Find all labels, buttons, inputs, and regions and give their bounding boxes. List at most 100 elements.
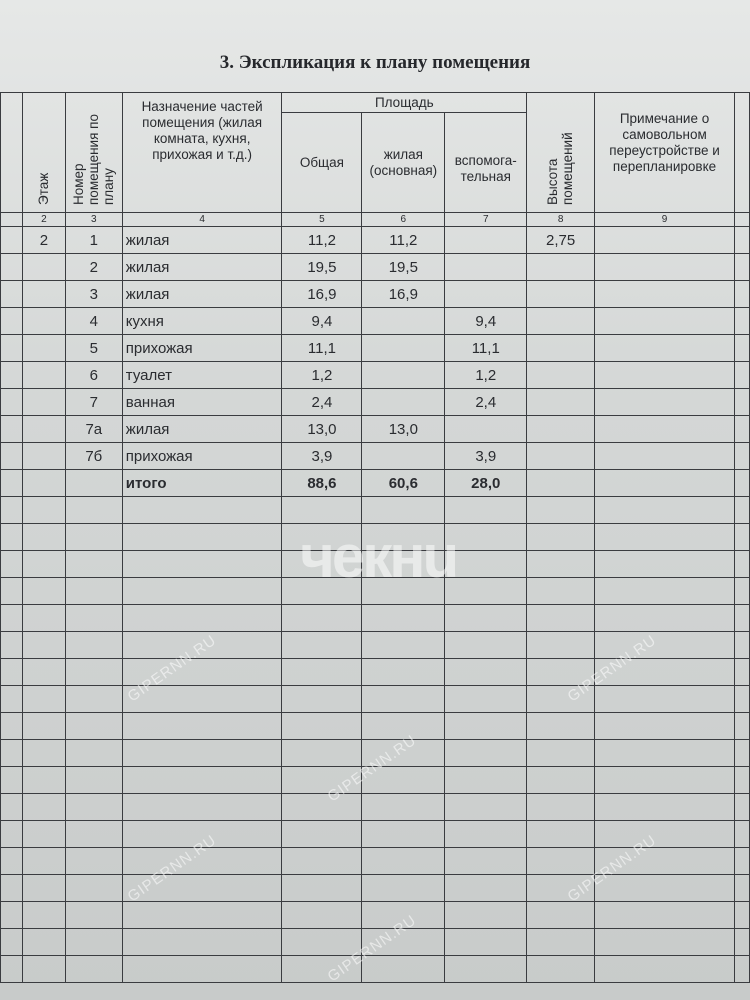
column-number: 5 — [281, 212, 363, 227]
cell-empty — [64, 955, 123, 983]
cell-empty — [733, 793, 750, 821]
empty-row — [0, 712, 750, 740]
cell-empty — [526, 793, 596, 821]
cell-empty — [121, 658, 283, 686]
cell-empty — [281, 712, 363, 740]
cell-empty — [444, 631, 528, 659]
cell-empty — [0, 739, 23, 767]
cell-empty — [526, 604, 596, 632]
cell-empty — [64, 739, 123, 767]
cell-total: 3,9 — [281, 442, 363, 470]
cell-empty — [281, 631, 363, 659]
cell-empty — [594, 334, 735, 362]
cell-num: 6 — [64, 361, 123, 389]
cell-empty — [594, 685, 735, 713]
cell-empty — [0, 955, 23, 983]
cell-name: ванная — [121, 388, 283, 416]
cell-floor — [21, 361, 66, 389]
cell-total: 1,2 — [281, 361, 363, 389]
cell-empty — [733, 901, 750, 929]
cell-empty — [361, 523, 446, 551]
cell-floor — [21, 253, 66, 281]
cell-empty — [444, 766, 528, 794]
cell-empty — [0, 928, 23, 956]
cell-empty — [526, 631, 596, 659]
cell-floor — [21, 415, 66, 443]
table-row: 2 жилая 19,5 19,5 — [0, 253, 750, 281]
cell-empty — [594, 496, 735, 524]
cell-num: 5 — [64, 334, 123, 362]
cell-empty — [594, 658, 735, 686]
empty-row — [0, 820, 750, 848]
cell-empty — [21, 685, 66, 713]
cell-total: 13,0 — [281, 415, 363, 443]
cell-name: прихожая — [121, 442, 283, 470]
document-title: 3. Экспликация к плану помещения — [219, 52, 531, 73]
cell-empty — [444, 928, 528, 956]
cell-height — [526, 442, 596, 470]
cell-empty — [361, 955, 446, 983]
cell-empty — [733, 739, 750, 767]
cell-height — [526, 280, 596, 308]
empty-row — [0, 496, 750, 524]
cell-empty — [121, 847, 283, 875]
cell-empty — [733, 307, 750, 335]
cell-aux: 2,4 — [444, 388, 528, 416]
header-edge — [0, 92, 23, 213]
cell-empty — [361, 766, 446, 794]
cell-height — [526, 307, 596, 335]
cell-total: 11,1 — [281, 334, 363, 362]
cell-floor — [21, 307, 66, 335]
cell-empty — [594, 442, 735, 470]
cell-empty — [361, 874, 446, 902]
cell-empty — [526, 847, 596, 875]
empty-row — [0, 550, 750, 578]
cell-empty — [594, 712, 735, 740]
cell-empty — [64, 685, 123, 713]
cell-empty — [281, 739, 363, 767]
cell-num: 2 — [64, 253, 123, 281]
cell-empty — [526, 874, 596, 902]
cell-empty — [64, 820, 123, 848]
cell-empty — [21, 820, 66, 848]
cell-empty — [21, 523, 66, 551]
cell-empty — [733, 442, 750, 470]
cell-empty — [64, 712, 123, 740]
cell-empty — [21, 793, 66, 821]
cell-empty — [281, 901, 363, 929]
cell-empty — [733, 577, 750, 605]
cell-aux — [444, 226, 528, 254]
cell-empty — [0, 712, 23, 740]
cell-empty — [361, 793, 446, 821]
cell-empty — [444, 874, 528, 902]
cell-empty — [0, 820, 23, 848]
header-height: Высота помещений — [526, 92, 596, 213]
cell-height — [526, 415, 596, 443]
cell-empty — [0, 361, 23, 389]
cell-empty — [121, 766, 283, 794]
cell-name: прихожая — [121, 334, 283, 362]
cell-empty — [21, 874, 66, 902]
cell-empty — [0, 280, 23, 308]
cell-empty — [121, 577, 283, 605]
cell-empty — [0, 847, 23, 875]
cell-empty — [526, 820, 596, 848]
cell-empty — [444, 820, 528, 848]
cell-empty — [361, 820, 446, 848]
cell-empty — [64, 577, 123, 605]
cell-empty — [0, 307, 23, 335]
cell-empty — [281, 658, 363, 686]
cell-total: 9,4 — [281, 307, 363, 335]
cell-height — [526, 253, 596, 281]
cell-empty — [526, 523, 596, 551]
cell-empty — [594, 253, 735, 281]
explication-table: Этаж Номер помещения по плану Назначение… — [0, 92, 750, 983]
cell-empty — [281, 874, 363, 902]
cell-num: 7 — [64, 388, 123, 416]
cell-empty — [0, 388, 23, 416]
cell-empty — [526, 550, 596, 578]
cell-empty — [594, 928, 735, 956]
column-number: 6 — [361, 212, 446, 227]
cell-empty — [594, 226, 735, 254]
cell-name: жилая — [121, 253, 283, 281]
